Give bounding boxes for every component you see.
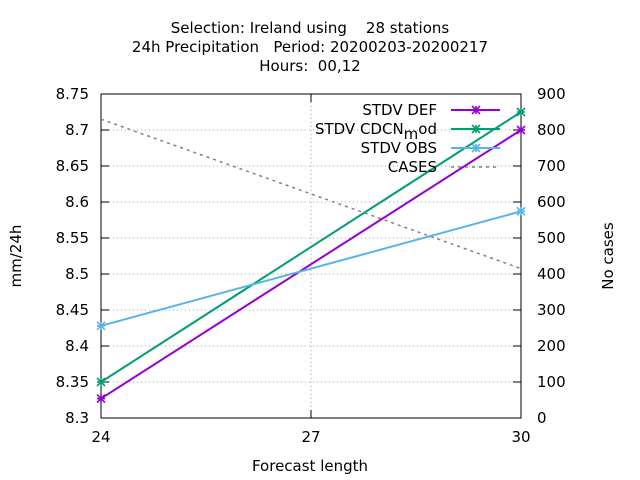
series-stdv-def: [96, 125, 526, 404]
series-cases: [100, 118, 522, 270]
y2-tick-label: 600: [537, 193, 566, 211]
legend-stdv-obs: STDV OBS: [361, 139, 500, 157]
y-tick-label: 8.75: [56, 85, 89, 103]
y2-tick-label: 100: [537, 373, 566, 391]
y2-tick-label: 500: [537, 229, 566, 247]
title-line-2: 24h Precipitation Period: 20200203-20200…: [132, 38, 488, 56]
series-stdv-obs-point: [96, 321, 106, 331]
legend-stdv-def: STDV DEF: [362, 101, 500, 119]
y-tick-label: 8.7: [65, 121, 89, 139]
y-tick-label: 8.65: [56, 157, 89, 175]
y-tick-label: 8.45: [56, 301, 89, 319]
grid: [101, 94, 521, 418]
title-line-3: Hours: 00,12: [259, 57, 360, 75]
axis-ticks: 8.3 8.35 8.4 8.45 8.5 8.55 8.6 8.65 8.7 8.75 0 100 2…: [56, 85, 566, 446]
legend-cases-label: CASES: [388, 158, 437, 176]
y-tick-label: 8.35: [56, 373, 89, 391]
x-tick-label: 24: [91, 428, 110, 446]
legend-cases: CASES: [388, 158, 500, 176]
y2-tick-label: 400: [537, 265, 566, 283]
y-tick-label: 8.4: [65, 337, 89, 355]
x-tick-label: 27: [301, 428, 320, 446]
series-stdv-cdcn-point: [516, 107, 526, 117]
series-stdv-obs: [96, 206, 526, 331]
legend-stdv-cdcn: STDV CDCNmod: [315, 120, 500, 143]
x-tick-label: 30: [511, 428, 530, 446]
y2-tick-label: 700: [537, 157, 566, 175]
series-stdv-cdcn-line: [100, 111, 522, 383]
y2-axis-label: No cases: [599, 222, 617, 290]
y2-tick-label: 900: [537, 85, 566, 103]
series-cases-line: [100, 118, 522, 270]
legend-stdv-def-marker: [471, 105, 481, 115]
y-tick-label: 8.6: [65, 193, 89, 211]
series-stdv-cdcn: [96, 107, 526, 387]
legend-stdv-cdcn-marker: [471, 124, 481, 134]
series-stdv-def-line: [100, 129, 522, 400]
y-tick-label: 8.55: [56, 229, 89, 247]
legend-stdv-obs-label: STDV OBS: [361, 139, 437, 157]
y2-tick-label: 200: [537, 337, 566, 355]
title-line-1: Selection: Ireland using 28 stations: [171, 19, 450, 37]
series-stdv-obs-line: [100, 210, 522, 327]
y-axis-label: mm/24h: [7, 225, 25, 288]
y2-tick-label: 300: [537, 301, 566, 319]
chart-title: Selection: Ireland using 28 stations 24h…: [132, 19, 488, 75]
series-stdv-def-point: [516, 125, 526, 135]
series-stdv-def-point: [96, 393, 106, 404]
legend-stdv-cdcn-label: STDV CDCNmod: [315, 120, 437, 143]
y-tick-label: 8.3: [65, 409, 89, 427]
series-stdv-cdcn-point: [96, 377, 106, 387]
y-tick-label: 8.5: [65, 265, 89, 283]
x-axis-label: Forecast length: [252, 457, 368, 475]
series-stdv-obs-point: [516, 206, 526, 216]
series-layer: [96, 107, 526, 404]
y2-tick-label: 0: [537, 409, 547, 427]
legend-stdv-obs-marker: [471, 143, 481, 153]
legend-stdv-def-label: STDV DEF: [362, 101, 437, 119]
y2-tick-label: 800: [537, 121, 566, 139]
